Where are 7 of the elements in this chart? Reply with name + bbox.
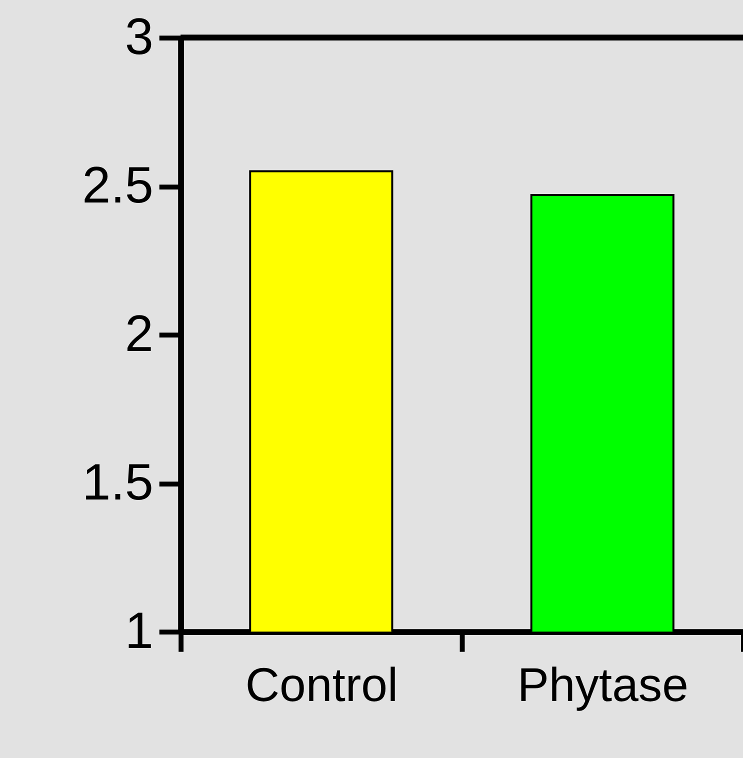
x-tick-label: Phytase [517, 659, 688, 712]
y-tick-label: 2.5 [82, 156, 154, 214]
y-tick-label: 2 [124, 304, 154, 362]
y-tick-label: 1 [124, 602, 154, 659]
y-tick-label: 1.5 [82, 453, 154, 510]
x-tick-label: Control [245, 659, 398, 712]
y-tick-label: 3 [124, 8, 154, 65]
